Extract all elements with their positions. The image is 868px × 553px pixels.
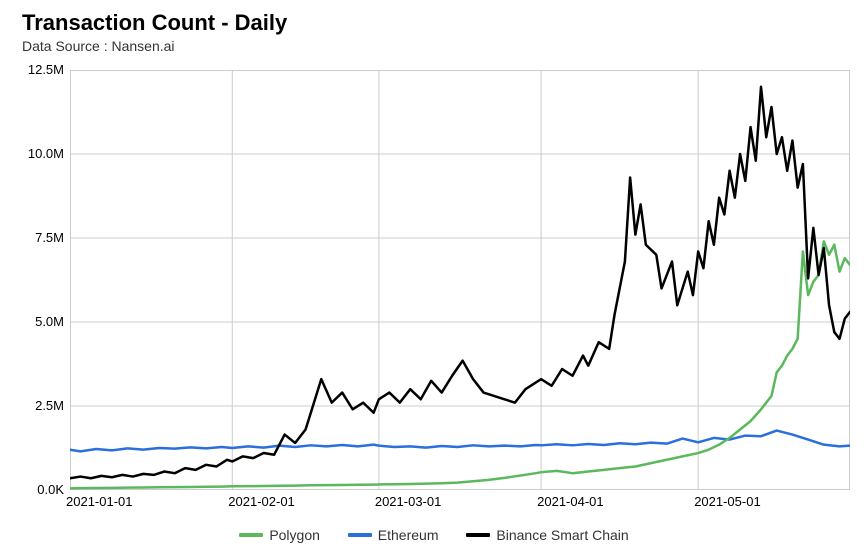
x-tick-label: 2021-04-01 <box>537 494 604 509</box>
legend-label-bsc: Binance Smart Chain <box>496 527 628 543</box>
legend-item-ethereum: Ethereum <box>348 527 439 543</box>
legend-label-ethereum: Ethereum <box>378 527 439 543</box>
chart-title: Transaction Count - Daily <box>22 10 287 36</box>
x-tick-label: 2021-05-01 <box>694 494 761 509</box>
chart-subtitle: Data Source : Nansen.ai <box>22 38 175 54</box>
y-tick-label: 2.5M <box>35 398 64 413</box>
legend-swatch-bsc <box>466 533 490 537</box>
legend-item-polygon: Polygon <box>239 527 320 543</box>
chart-container: Transaction Count - Daily Data Source : … <box>0 0 868 553</box>
x-tick-label: 2021-03-01 <box>375 494 442 509</box>
y-tick-label: 12.5M <box>28 62 64 77</box>
x-tick-label: 2021-01-01 <box>66 494 133 509</box>
legend-swatch-ethereum <box>348 533 372 537</box>
legend-item-bsc: Binance Smart Chain <box>466 527 628 543</box>
legend: Polygon Ethereum Binance Smart Chain <box>0 524 868 543</box>
legend-swatch-polygon <box>239 533 263 537</box>
legend-label-polygon: Polygon <box>269 527 320 543</box>
x-tick-label: 2021-02-01 <box>228 494 295 509</box>
chart-plot <box>70 70 850 490</box>
y-tick-label: 7.5M <box>35 230 64 245</box>
y-tick-label: 10.0M <box>28 146 64 161</box>
y-tick-label: 0.0K <box>37 482 64 497</box>
y-tick-label: 5.0M <box>35 314 64 329</box>
